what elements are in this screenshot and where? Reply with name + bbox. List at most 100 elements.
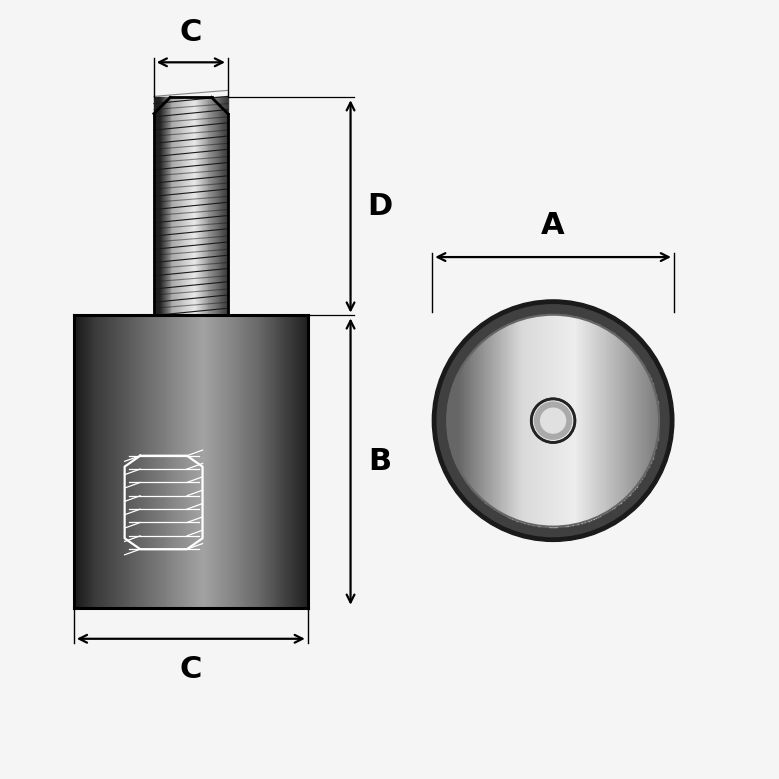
Bar [498,330,499,511]
Bar [302,315,304,608]
Bar [304,315,306,608]
Bar [115,315,117,608]
Bar [556,315,557,527]
Bar [292,315,294,608]
Bar [273,315,275,608]
Bar [651,382,653,459]
Bar [117,315,119,608]
Bar [537,316,538,525]
Bar [579,318,580,523]
Bar [152,315,154,608]
Bar [186,97,187,315]
Bar [570,316,571,525]
Bar [219,97,220,315]
Bar [605,329,607,513]
Text: C: C [180,18,202,48]
Bar [612,333,614,508]
Bar [217,315,218,608]
Bar [157,97,158,315]
Bar [609,331,610,510]
Bar [132,315,135,608]
Bar [288,315,291,608]
Bar [126,315,129,608]
Bar [251,315,253,608]
Text: B: B [368,447,392,476]
Bar [619,339,621,502]
Bar [227,97,228,315]
Bar [259,315,261,608]
Bar [496,331,497,510]
Bar [167,97,169,315]
Bar [616,336,617,506]
Bar [218,315,220,608]
Bar [484,340,485,501]
Bar [248,315,249,608]
Bar [87,315,90,608]
Bar [542,315,543,526]
Bar [475,349,476,492]
Bar [457,375,458,467]
Bar [521,319,522,522]
Bar [512,323,513,519]
Bar [450,393,451,448]
Bar [263,315,265,608]
Bar [83,315,86,608]
Bar [146,315,148,608]
Bar [234,315,236,608]
Bar [210,97,211,315]
Bar [199,315,201,608]
Bar [559,315,561,527]
Bar [80,315,82,608]
Bar [249,315,252,608]
Bar [198,97,199,315]
Bar [179,97,180,315]
Bar [156,97,157,315]
Bar [195,315,197,608]
Bar [157,315,160,608]
Bar [235,315,238,608]
Bar [581,319,582,523]
Bar [103,315,105,608]
Bar [86,315,88,608]
Bar [526,318,527,523]
Ellipse shape [541,408,566,433]
Bar [232,315,234,608]
Bar [544,315,545,527]
Bar [271,315,273,608]
Bar [478,345,479,496]
Bar [203,315,205,608]
Bar [574,317,575,524]
Bar [74,315,76,608]
Bar [182,97,184,315]
Bar [211,97,212,315]
Bar [298,315,300,608]
Bar [164,315,166,608]
Bar [160,315,162,608]
Bar [305,315,308,608]
Bar [499,329,501,513]
Bar [459,371,460,471]
Bar [294,315,296,608]
Bar [535,316,536,525]
Bar [213,97,214,315]
Bar [175,315,178,608]
Bar [287,315,288,608]
Bar [238,315,240,608]
Bar [175,97,176,315]
Bar [189,315,191,608]
Bar [464,362,465,479]
Bar [179,315,182,608]
Bar [257,315,259,608]
Bar [470,354,471,487]
Bar [558,315,559,527]
Bar [452,388,453,453]
Bar [162,315,164,608]
Bar [123,315,125,608]
Bar [552,315,554,527]
Bar [572,316,573,525]
Bar [586,320,587,521]
Bar [113,315,115,608]
Bar [203,97,204,315]
Bar [207,97,209,315]
Bar [230,315,232,608]
